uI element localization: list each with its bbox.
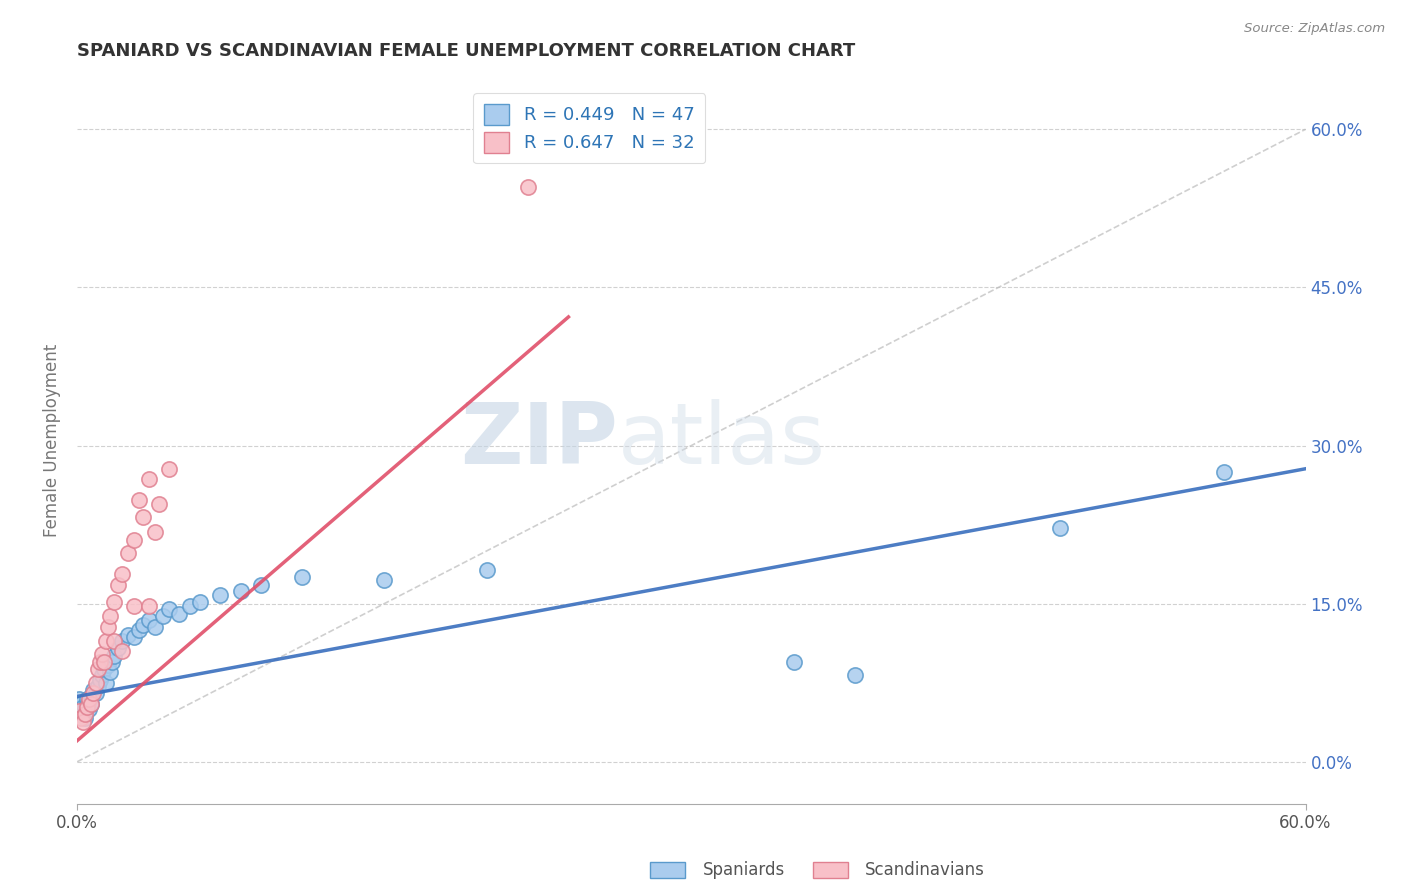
Point xyxy=(80,697,103,711)
Point xyxy=(157,462,180,476)
Point xyxy=(124,533,146,548)
Point xyxy=(76,697,98,711)
Text: Scandinavians: Scandinavians xyxy=(865,861,984,879)
Point xyxy=(70,710,93,724)
Point xyxy=(1049,521,1071,535)
Point xyxy=(84,675,107,690)
Point xyxy=(124,631,146,645)
Text: SPANIARD VS SCANDINAVIAN FEMALE UNEMPLOYMENT CORRELATION CHART: SPANIARD VS SCANDINAVIAN FEMALE UNEMPLOY… xyxy=(77,42,855,60)
Point xyxy=(72,714,94,729)
Point xyxy=(373,574,395,588)
Text: atlas: atlas xyxy=(617,399,825,482)
Point xyxy=(128,623,150,637)
Point xyxy=(89,673,111,687)
Y-axis label: Female Unemployment: Female Unemployment xyxy=(44,343,60,537)
Point xyxy=(111,644,134,658)
Text: Spaniards: Spaniards xyxy=(703,861,785,879)
Point xyxy=(79,694,101,708)
Point xyxy=(131,617,153,632)
Point xyxy=(75,702,97,716)
Point xyxy=(1212,465,1234,479)
Point xyxy=(179,599,201,613)
Point xyxy=(80,690,103,704)
Point xyxy=(188,594,211,608)
Point xyxy=(101,655,124,669)
Point xyxy=(291,570,314,584)
Point xyxy=(229,584,252,599)
Point xyxy=(103,649,125,664)
Point xyxy=(111,633,134,648)
Point xyxy=(107,640,129,655)
Point xyxy=(93,655,115,669)
Point xyxy=(89,655,111,669)
Point xyxy=(152,609,174,624)
Point xyxy=(79,702,101,716)
Point xyxy=(94,633,117,648)
Point xyxy=(97,657,120,672)
Point xyxy=(103,594,125,608)
Point xyxy=(131,510,153,524)
Point xyxy=(97,620,120,634)
Point xyxy=(76,700,98,714)
Point xyxy=(98,609,121,624)
Point xyxy=(67,704,90,718)
Point xyxy=(82,686,104,700)
Point xyxy=(143,524,166,539)
Point xyxy=(75,710,97,724)
Text: ZIP: ZIP xyxy=(460,399,617,482)
Point xyxy=(94,675,117,690)
Point xyxy=(76,691,98,706)
Point xyxy=(516,180,538,194)
Point xyxy=(103,633,125,648)
Point xyxy=(82,683,104,698)
Point xyxy=(209,588,232,602)
Point xyxy=(157,602,180,616)
Point xyxy=(93,662,115,676)
Point xyxy=(143,620,166,634)
Point xyxy=(138,472,160,486)
Point xyxy=(90,648,112,662)
Point xyxy=(138,599,160,613)
Point xyxy=(169,607,191,622)
Point xyxy=(475,563,498,577)
Point xyxy=(138,613,160,627)
Point xyxy=(80,697,103,711)
Point xyxy=(90,668,112,682)
Point xyxy=(72,700,94,714)
Point xyxy=(75,707,97,722)
Point xyxy=(117,546,139,560)
Point xyxy=(84,686,107,700)
Point xyxy=(117,628,139,642)
Point xyxy=(86,679,108,693)
Point xyxy=(124,599,146,613)
Point xyxy=(148,497,170,511)
Point xyxy=(111,567,134,582)
Point xyxy=(67,691,90,706)
Point xyxy=(107,578,129,592)
Legend: R = 0.449   N = 47, R = 0.647   N = 32: R = 0.449 N = 47, R = 0.647 N = 32 xyxy=(472,93,706,163)
Point xyxy=(128,493,150,508)
Point xyxy=(79,691,101,706)
Point xyxy=(844,668,866,682)
Point xyxy=(72,707,94,722)
Point xyxy=(98,665,121,680)
Point xyxy=(86,662,108,676)
Point xyxy=(70,704,93,718)
Point xyxy=(70,697,93,711)
Point xyxy=(782,655,804,669)
Point xyxy=(250,578,273,592)
Text: Source: ZipAtlas.com: Source: ZipAtlas.com xyxy=(1244,22,1385,36)
